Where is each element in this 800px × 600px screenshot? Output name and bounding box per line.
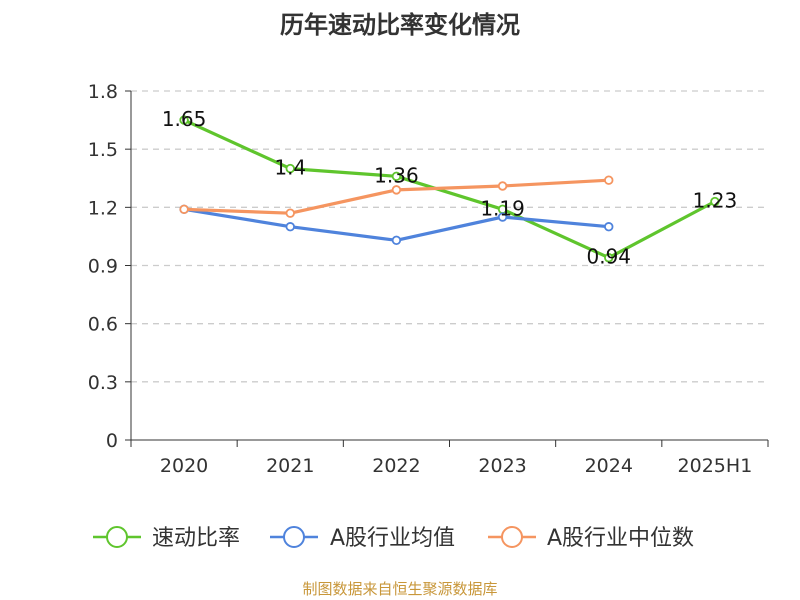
grid-lines	[131, 90, 768, 383]
y-tick-label: 1.2	[88, 197, 118, 219]
x-tick-label: 2020	[160, 455, 208, 477]
y-tick-label: 0	[106, 430, 118, 452]
x-tick-label: 2025H1	[678, 455, 753, 477]
x-tick-label: 2022	[372, 455, 420, 477]
data-labels: 1.65 1.4 1.36 1.19 0.94 1.23	[162, 107, 737, 269]
data-label: 1.4	[274, 156, 306, 180]
source-note: 制图数据来自恒生聚源数据库	[302, 580, 497, 598]
legend-item-0[interactable]: 速动比率	[93, 526, 240, 551]
series-line-0	[183, 118, 716, 260]
legend-marker	[283, 526, 305, 548]
y-tick-label: 0.9	[88, 256, 118, 278]
data-label: 1.19	[480, 196, 525, 220]
data-point	[710, 196, 720, 207]
data-point	[604, 222, 614, 232]
data-point	[285, 163, 295, 174]
data-point	[391, 185, 402, 195]
x-tick-label: 2021	[266, 455, 314, 477]
data-label: 1.36	[374, 163, 419, 187]
legend-item-1[interactable]: A股行业均值	[270, 526, 455, 551]
data-point	[285, 208, 295, 218]
y-tick-label: 1.5	[88, 139, 118, 161]
data-point	[179, 204, 189, 214]
data-label: 1.23	[693, 189, 738, 213]
data-point	[604, 175, 614, 185]
data-point	[497, 212, 508, 222]
y-tick-label: 1.8	[88, 81, 118, 103]
y-tick-label: 0.3	[88, 372, 118, 394]
chart-title: 历年速动比率变化情况	[280, 11, 520, 39]
legend-item-2[interactable]: A股行业中位数	[488, 526, 694, 551]
legend-label: A股行业中位数	[547, 526, 694, 551]
data-point	[391, 235, 402, 245]
data-point	[179, 115, 189, 125]
series-group	[179, 115, 720, 263]
legend-marker	[106, 526, 128, 548]
legend-label: A股行业均值	[330, 526, 455, 551]
data-point	[391, 171, 402, 182]
x-tick-label: 2023	[478, 455, 526, 477]
axes: 0 0.3 0.6 0.9 1.2 1.5 1.8 2020 2021 2022 2023 2024 2…	[88, 81, 769, 477]
data-point	[497, 181, 508, 191]
data-label: 1.65	[162, 107, 207, 131]
legend-marker	[501, 526, 523, 548]
legend[interactable]: 速动比率 A股行业均值 A股行业中位数	[93, 526, 694, 551]
x-tick-label: 2024	[585, 455, 633, 477]
data-label: 0.94	[586, 245, 631, 269]
y-tick-label: 0.6	[88, 314, 118, 336]
data-point	[604, 253, 614, 263]
legend-label: 速动比率	[152, 526, 240, 551]
data-point	[285, 222, 295, 232]
